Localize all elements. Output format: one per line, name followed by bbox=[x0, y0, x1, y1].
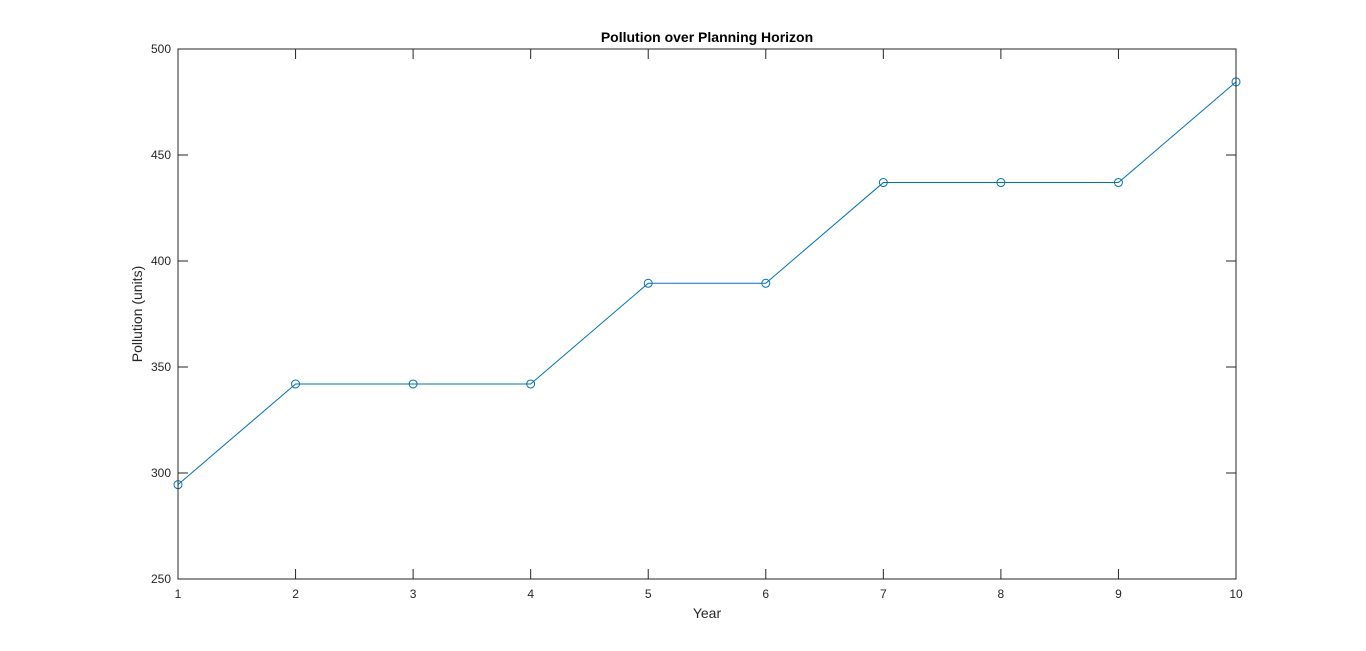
y-tick-label: 350 bbox=[151, 360, 171, 374]
y-tick-label: 500 bbox=[151, 42, 171, 56]
data-point bbox=[1113, 178, 1123, 188]
x-tick-label: 8 bbox=[998, 587, 1005, 601]
axis-ticks bbox=[177, 48, 1237, 580]
x-axis-title: Year bbox=[693, 605, 722, 621]
x-tick-labels: 1 2 3 4 5 6 7 8 9 10 bbox=[175, 587, 1243, 601]
x-tick-label: 7 bbox=[880, 587, 887, 601]
data-point bbox=[526, 379, 536, 389]
x-tick-label: 9 bbox=[1115, 587, 1122, 601]
plot-box bbox=[177, 48, 1237, 580]
y-tick-labels: 250 300 350 400 450 500 bbox=[151, 42, 171, 586]
data-point bbox=[996, 178, 1006, 188]
data-point bbox=[408, 379, 418, 389]
data-point bbox=[878, 178, 888, 188]
y-tick-label: 300 bbox=[151, 466, 171, 480]
data-point bbox=[643, 278, 653, 288]
chart-title: Pollution over Planning Horizon bbox=[601, 29, 813, 45]
x-tick-label: 10 bbox=[1229, 587, 1243, 601]
x-tick-label: 1 bbox=[175, 587, 182, 601]
data-point bbox=[291, 379, 301, 389]
series-group bbox=[173, 77, 1241, 490]
x-tick-label: 4 bbox=[527, 587, 534, 601]
series-line bbox=[177, 81, 1237, 486]
x-tick-label: 5 bbox=[645, 587, 652, 601]
x-tick-label: 6 bbox=[762, 587, 769, 601]
y-tick-label: 400 bbox=[151, 254, 171, 268]
y-axis-title: Pollution (units) bbox=[129, 266, 145, 363]
plot-background bbox=[178, 49, 1236, 579]
y-tick-label: 450 bbox=[151, 148, 171, 162]
data-point bbox=[761, 278, 771, 288]
y-tick-label: 250 bbox=[151, 572, 171, 586]
x-tick-label: 3 bbox=[410, 587, 417, 601]
x-tick-label: 2 bbox=[292, 587, 299, 601]
